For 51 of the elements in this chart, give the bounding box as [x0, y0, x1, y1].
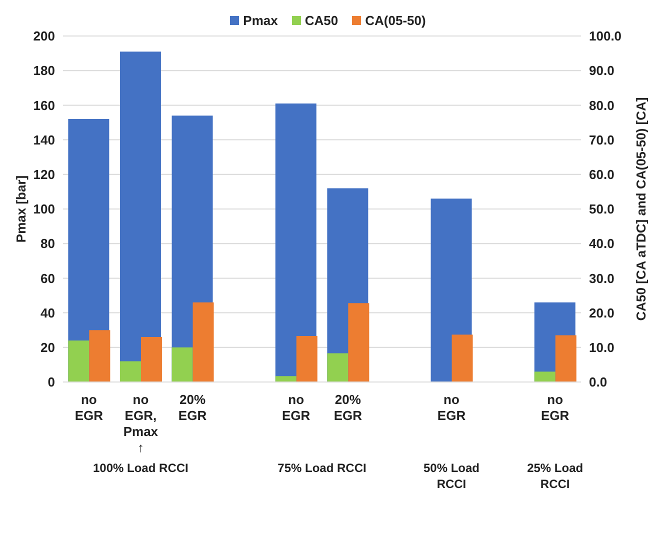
bar — [140, 337, 162, 382]
bar — [452, 334, 473, 382]
y-tick-label: 140 — [33, 132, 55, 148]
x-tick-label: no EGR — [282, 392, 311, 423]
bar — [68, 340, 90, 382]
legend-label: Pmax — [242, 13, 278, 28]
x-tick-label: no EGR — [74, 392, 104, 423]
x-tick-label: 20% EGR — [334, 392, 363, 423]
bar — [120, 361, 141, 382]
text: 25% Load RCCI — [526, 460, 584, 492]
y-tick-label: 40 — [40, 305, 55, 320]
bar — [327, 353, 348, 382]
legend-label: CA50 — [304, 13, 338, 28]
x-tick-label: no EGR — [541, 392, 570, 423]
y2-tick-label: 10.0 — [589, 340, 614, 356]
bar — [89, 330, 110, 382]
y-tick-label: 120 — [33, 167, 55, 182]
y-tick-label: 0 — [48, 374, 55, 390]
bar — [296, 336, 318, 382]
y-tick-label: 80 — [40, 236, 55, 252]
y-tick-label: 180 — [33, 63, 55, 78]
bar — [192, 302, 214, 382]
y2-tick-label: 0.0 — [589, 374, 608, 390]
y-tick-label: 200 — [33, 28, 55, 44]
y2-tick-label: 90.0 — [589, 63, 614, 78]
text: 100% Load RCCI — [92, 460, 190, 476]
y2-tick-label: 60.0 — [589, 167, 614, 182]
bar — [555, 335, 576, 382]
bar — [534, 372, 556, 382]
y2-tick-label: 50.0 — [589, 202, 614, 217]
y-tick-label: 20 — [40, 340, 55, 356]
x-tick-label: no EGR — [437, 392, 466, 423]
y2-tick-label: 30.0 — [589, 270, 614, 286]
legend-label: CA(05-50) — [364, 13, 426, 28]
text: 75% Load RCCI — [276, 460, 368, 476]
y-axis-title: Pmax [bar] — [14, 175, 29, 243]
y2-tick-label: 80.0 — [589, 98, 614, 113]
y2-tick-label: 20.0 — [589, 305, 614, 320]
y2-tick-label: 70.0 — [589, 132, 614, 148]
y-tick-label: 100 — [33, 202, 55, 217]
y-tick-label: 160 — [33, 98, 55, 113]
y2-tick-label: 100.0 — [589, 28, 622, 44]
x-tick-label: no EGR, Pmax ↑ — [123, 392, 159, 455]
y2-axis-title: CA50 [CA aTDC] and CA(05-50) [CA] — [634, 97, 649, 321]
bar — [348, 303, 370, 382]
y2-tick-label: 40.0 — [589, 236, 614, 252]
bar — [275, 376, 296, 382]
y-tick-label: 60 — [40, 270, 55, 286]
text: 50% Load RCCI — [422, 460, 480, 492]
x-tick-label: 20% EGR — [178, 392, 208, 423]
bar — [172, 347, 193, 382]
